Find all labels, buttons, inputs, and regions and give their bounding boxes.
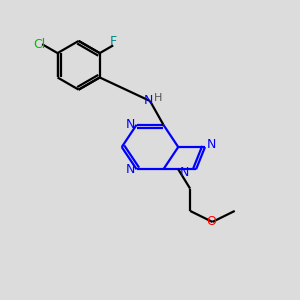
Text: N: N bbox=[125, 163, 135, 176]
Text: N: N bbox=[180, 166, 190, 179]
Text: O: O bbox=[206, 215, 216, 228]
Text: N: N bbox=[144, 94, 153, 107]
Text: N: N bbox=[125, 118, 135, 131]
Text: N: N bbox=[207, 138, 216, 151]
Text: H: H bbox=[154, 93, 163, 103]
Text: Cl: Cl bbox=[33, 38, 45, 51]
Text: F: F bbox=[110, 35, 117, 48]
